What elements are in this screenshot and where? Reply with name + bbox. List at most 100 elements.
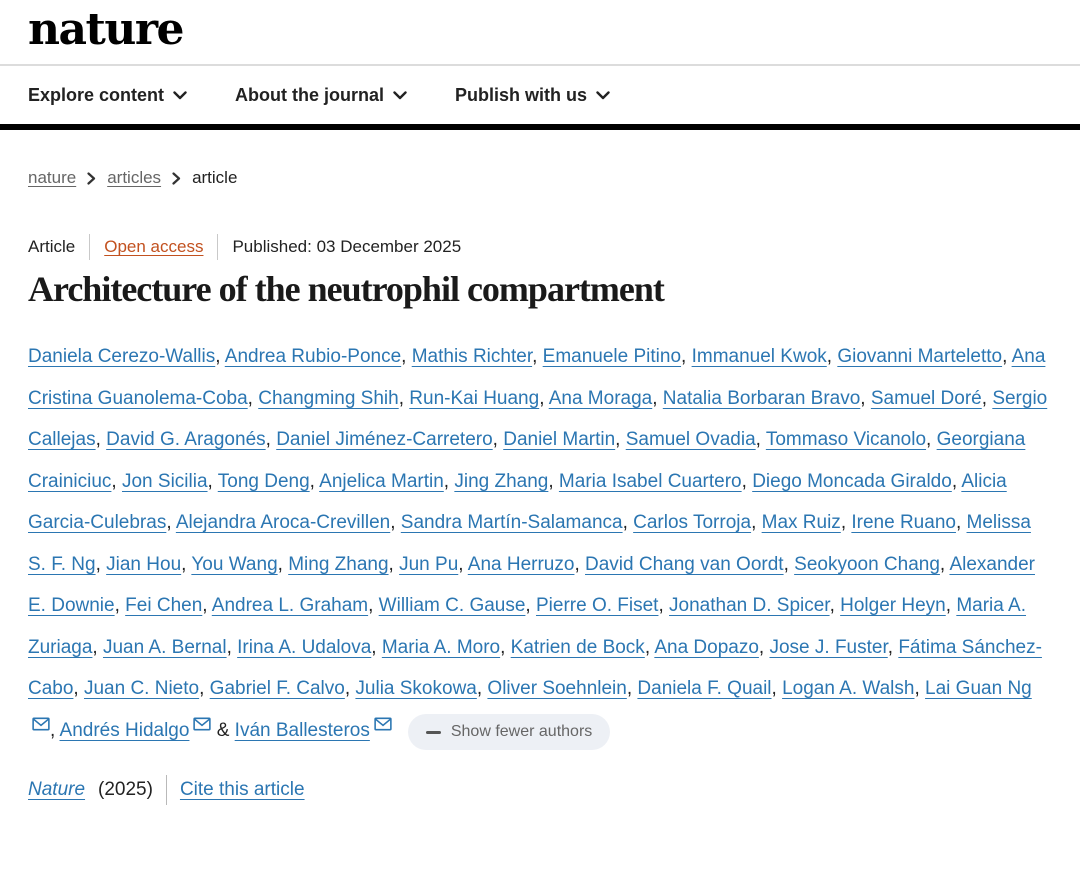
author-link[interactable]: Max Ruiz [761, 512, 841, 534]
nav-item-label: Publish with us [455, 84, 588, 105]
author-link[interactable]: Irina A. Udalova [237, 636, 372, 658]
author-link[interactable]: Julia Skokowa [355, 678, 477, 700]
author-link[interactable]: Daniela Cerezo-Wallis [28, 346, 216, 368]
meta-divider [89, 234, 91, 261]
author-link[interactable]: Changming Shih [258, 387, 399, 409]
chevron-down-icon [393, 91, 407, 100]
email-icon[interactable] [32, 717, 50, 731]
article-title: Architecture of the neutrophil compartme… [28, 269, 665, 310]
author-link[interactable]: David Chang van Oordt [585, 553, 784, 575]
author-link[interactable]: Sergio Callejas [28, 387, 1048, 451]
author-link[interactable]: You Wang [191, 553, 278, 575]
article-header-section: nature articles article Article Open acc… [0, 168, 1080, 806]
author-link[interactable]: Melissa S. F. Ng [28, 512, 1031, 575]
author-link[interactable]: Logan A. Walsh [782, 678, 915, 700]
show-fewer-authors-button[interactable]: Show fewer authors [407, 714, 611, 751]
author-link[interactable]: Tommaso Vicanolo [765, 429, 927, 451]
author-list: Daniela Cerezo-Wallis, Andrea Rubio-Ponc… [28, 336, 1052, 751]
citation-row: Nature (2025) Cite this article [28, 775, 1052, 806]
journal-year: (2025) [98, 779, 153, 801]
author-link[interactable]: Irene Ruano [851, 512, 956, 534]
author-link[interactable]: Jing Zhang [454, 470, 549, 492]
email-icon[interactable] [193, 717, 212, 731]
author-link[interactable]: Jonathan D. Spicer [669, 595, 830, 617]
main-nav: Explore content About the journal Publis… [0, 66, 1080, 131]
author-link[interactable]: Iván Ballesteros [234, 719, 370, 741]
author-link[interactable]: Jose J. Fuster [769, 636, 888, 658]
chevron-down-icon [596, 91, 610, 100]
breadcrumb-link-articles[interactable]: articles [107, 168, 162, 188]
author-link[interactable]: Diego Moncada Giraldo [752, 470, 952, 492]
author-link[interactable]: Daniela F. Quail [637, 678, 772, 700]
author-link[interactable]: Daniel Jiménez-Carretero [276, 429, 493, 451]
author-link[interactable]: Mathis Richter [411, 346, 533, 368]
author-link[interactable]: Natalia Borbaran Bravo [662, 387, 861, 409]
author-link[interactable]: Alejandra Aroca-Crevillen [175, 512, 391, 534]
author-link[interactable]: Andrea L. Graham [211, 595, 369, 617]
author-link[interactable]: Giovanni Marteletto [837, 346, 1003, 368]
author-link[interactable]: Ana Dopazo [654, 636, 759, 658]
author-link[interactable]: Andrea Rubio-Ponce [224, 346, 402, 368]
nav-item-about-the-journal[interactable]: About the journal [235, 85, 407, 106]
nav-item-explore-content[interactable]: Explore content [28, 85, 187, 106]
author-link[interactable]: Ming Zhang [288, 553, 389, 575]
author-link[interactable]: Katrien de Bock [510, 636, 645, 658]
nature-logo[interactable]: nature [28, 4, 185, 55]
breadcrumb: nature articles article [28, 168, 1052, 188]
author-link[interactable]: Holger Heyn [840, 595, 946, 617]
cite-this-article-link[interactable]: Cite this article [179, 779, 305, 801]
author-link[interactable]: Jon Sicilia [121, 470, 208, 492]
author-link[interactable]: Ana Herruzo [467, 553, 575, 575]
email-icon[interactable] [374, 717, 392, 731]
author-link[interactable]: David G. Aragonés [106, 429, 266, 451]
nav-item-publish-with-us[interactable]: Publish with us [455, 85, 610, 106]
author-link[interactable]: Juan C. Nieto [83, 678, 200, 700]
nav-item-label: Explore content [28, 84, 165, 105]
author-link[interactable]: Emanuele Pitino [542, 346, 682, 368]
show-fewer-label: Show fewer authors [450, 723, 593, 741]
author-link[interactable]: Samuel Ovadia [625, 429, 756, 451]
site-header: nature [0, 0, 1080, 67]
author-link[interactable]: Maria Isabel Cuartero [558, 470, 742, 492]
article-type-label: Article [28, 237, 76, 257]
author-link[interactable]: Daniel Martin [503, 429, 616, 451]
author-link[interactable]: Maria A. Moro [381, 636, 501, 658]
author-link[interactable]: Samuel Doré [870, 387, 982, 409]
author-link[interactable]: Andrés Hidalgo [59, 719, 190, 741]
author-link[interactable]: Run-Kai Huang [409, 387, 540, 409]
author-link[interactable]: Ana Cristina Guanolema-Coba [28, 346, 1046, 409]
author-link[interactable]: Fátima Sánchez-Cabo [28, 636, 1042, 700]
chevron-right-icon [172, 172, 181, 185]
author-link[interactable]: Immanuel Kwok [691, 346, 827, 368]
author-link[interactable]: Oliver Soehnlein [487, 678, 627, 700]
open-access-link[interactable]: Open access [104, 237, 204, 257]
author-link[interactable]: Seokyoon Chang [794, 553, 940, 575]
journal-link[interactable]: Nature [28, 779, 86, 801]
author-link[interactable]: Sandra Martín-Salamanca [400, 512, 623, 534]
author-link[interactable]: Tong Deng [217, 470, 310, 492]
breadcrumb-current-article: article [192, 168, 238, 188]
author-link[interactable]: Jun Pu [399, 553, 459, 575]
author-link[interactable]: Alicia Garcia-Culebras [28, 470, 1007, 534]
author-link[interactable]: Maria A. Zuriaga [28, 595, 1027, 658]
author-link[interactable]: Jian Hou [106, 553, 182, 575]
author-link[interactable]: Georgiana Crainiciuc [28, 429, 1026, 492]
author-link[interactable]: Lai Guan Ng [925, 678, 1032, 700]
author-list-inline: Daniela Cerezo-Wallis, Andrea Rubio-Ponc… [28, 346, 1048, 741]
author-link[interactable]: Juan A. Bernal [102, 636, 227, 658]
nav-item-label: About the journal [235, 84, 385, 105]
citation-divider [165, 775, 167, 806]
author-link[interactable]: Fei Chen [125, 595, 203, 617]
author-link[interactable]: William C. Gause [378, 595, 526, 617]
author-link[interactable]: Alexander E. Downie [28, 553, 1035, 617]
minus-icon [425, 730, 441, 734]
author-link[interactable]: Pierre O. Fiset [535, 595, 659, 617]
author-link[interactable]: Gabriel F. Calvo [209, 678, 345, 700]
breadcrumb-link-nature[interactable]: nature [28, 168, 77, 188]
author-link[interactable]: Carlos Torroja [633, 512, 752, 534]
article-meta: Article Open access Published: 03 Decemb… [28, 234, 1052, 261]
author-link[interactable]: Ana Moraga [548, 387, 653, 409]
chevron-down-icon [173, 91, 187, 100]
meta-divider [217, 234, 219, 261]
author-link[interactable]: Anjelica Martin [319, 470, 444, 492]
